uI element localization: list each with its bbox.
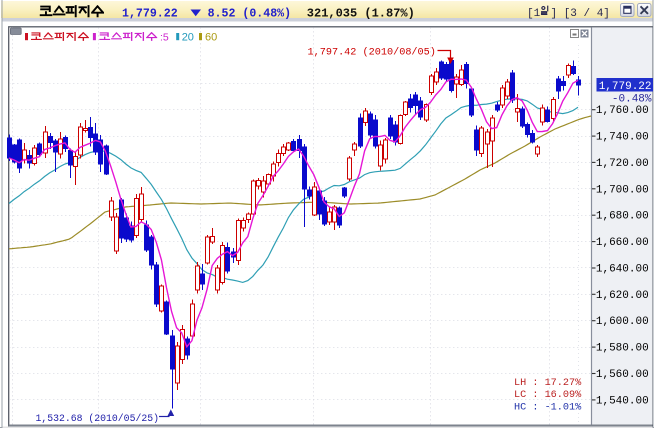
svg-text:1,640.00: 1,640.00 xyxy=(596,264,649,276)
svg-text:8.52 (0.48%): 8.52 (0.48%) xyxy=(208,7,292,20)
svg-text:1,580.00: 1,580.00 xyxy=(596,343,649,355)
svg-text:1,797.42 (2010/08/05): 1,797.42 (2010/08/05) xyxy=(308,47,436,59)
svg-text:20: 20 xyxy=(182,31,194,43)
svg-text:1,779.22: 1,779.22 xyxy=(599,81,652,93)
svg-text:1,540.00: 1,540.00 xyxy=(596,395,649,407)
svg-text:1,779.22: 1,779.22 xyxy=(122,7,178,20)
svg-text:321,035 (1.87%): 321,035 (1.87%) xyxy=(307,6,415,20)
svg-text:1,760.00: 1,760.00 xyxy=(596,105,649,117)
svg-text:1,560.00: 1,560.00 xyxy=(596,369,649,381)
svg-text:1,532.68 (2010/05/25): 1,532.68 (2010/05/25) xyxy=(36,413,159,424)
svg-text:1,720.00: 1,720.00 xyxy=(596,158,649,170)
svg-text:-0.48%: -0.48% xyxy=(612,94,652,106)
svg-text:1,700.00: 1,700.00 xyxy=(596,184,649,196)
svg-text:1,680.00: 1,680.00 xyxy=(596,211,649,223)
svg-text::5: :5 xyxy=(160,31,169,43)
svg-text:60: 60 xyxy=(205,31,217,43)
svg-text:1,620.00: 1,620.00 xyxy=(596,290,649,302)
svg-text:[1: [1 xyxy=(527,8,541,20)
svg-text:HC : -1.01%: HC : -1.01% xyxy=(514,402,582,413)
svg-text:LC : 16.09%: LC : 16.09% xyxy=(514,390,582,401)
svg-text:1,600.00: 1,600.00 xyxy=(596,316,649,328)
svg-text:1,660.00: 1,660.00 xyxy=(596,237,649,249)
svg-text:] [3 / 4]: ] [3 / 4] xyxy=(551,8,610,20)
svg-text:1,740.00: 1,740.00 xyxy=(596,132,649,144)
svg-text:LH : 17.27%: LH : 17.27% xyxy=(514,378,582,389)
